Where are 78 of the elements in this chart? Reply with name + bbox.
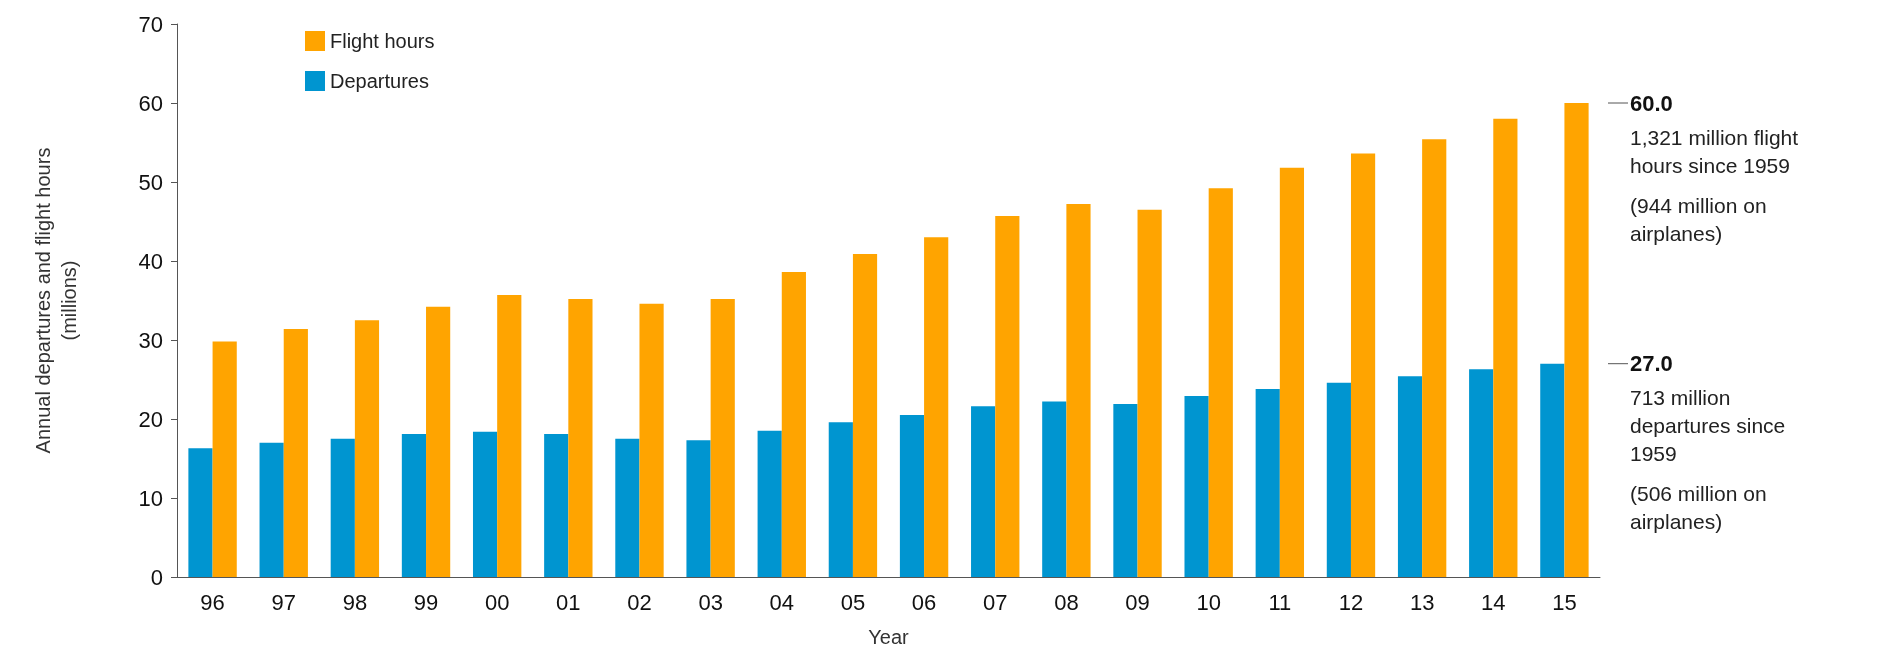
bar — [426, 306, 451, 577]
bar — [1066, 204, 1091, 577]
y-tick-label: 60 — [138, 90, 163, 116]
bar — [401, 434, 427, 577]
y-tick-label: 50 — [138, 169, 163, 195]
bar — [828, 422, 853, 577]
bar — [710, 298, 735, 577]
bar — [971, 406, 996, 577]
x-tick-label: 11 — [1268, 589, 1292, 615]
text: (944 million on airplanes) — [1630, 193, 1767, 245]
bar — [924, 237, 949, 577]
text: (506 million on airplanes) — [1630, 482, 1767, 534]
bar — [1279, 167, 1305, 577]
x-tick-label: 12 — [1338, 589, 1364, 615]
bar — [1255, 388, 1280, 577]
bar — [497, 294, 522, 577]
x-tick-label: 99 — [413, 589, 439, 615]
y-tick-label: 40 — [138, 248, 163, 274]
bar — [686, 440, 711, 577]
x-tick-label: 03 — [698, 589, 723, 615]
x-tick-label: 14 — [1481, 589, 1506, 615]
y-tick-label: 70 — [138, 11, 163, 37]
bar — [1208, 188, 1233, 577]
y-tick-label: 0 — [150, 564, 163, 590]
bar — [639, 303, 664, 577]
x-tick-label: 02 — [627, 589, 652, 615]
x-tick-label: 97 — [271, 589, 296, 615]
bar — [472, 431, 498, 577]
bar — [1113, 403, 1138, 577]
bar — [354, 320, 380, 577]
y-tick-label: 10 — [138, 485, 163, 511]
x-tick-label: 13 — [1409, 589, 1435, 615]
x-tick-label: 06 — [911, 589, 937, 615]
bar — [615, 438, 640, 577]
bar — [1422, 139, 1447, 577]
legend-label: Departures — [330, 70, 429, 92]
y-tick-label: 30 — [138, 327, 163, 353]
bar — [852, 253, 878, 577]
x-tick-label: 08 — [1054, 589, 1079, 615]
x-tick-label: 00 — [484, 589, 510, 615]
text: 713 million departures since 1959 — [1630, 386, 1786, 466]
bar — [781, 272, 806, 577]
x-tick-label: 07 — [982, 589, 1008, 615]
bar — [188, 448, 213, 577]
bar — [568, 298, 593, 577]
bar — [1564, 103, 1589, 577]
x-axis-title: Year — [868, 626, 910, 648]
y-tick-label: 20 — [138, 406, 163, 432]
bar — [544, 434, 569, 577]
annotation: 27.0 — [1630, 351, 1673, 377]
x-tick-label: 96 — [200, 589, 225, 615]
bar — [1137, 209, 1162, 577]
bar — [259, 442, 284, 577]
x-tick-label: 05 — [840, 589, 866, 615]
bar — [330, 438, 355, 577]
bar — [757, 430, 782, 577]
x-tick-label: 15 — [1552, 589, 1577, 615]
bar — [995, 215, 1020, 577]
y-axis-title: Annual departures and flight hours (millions) — [32, 147, 80, 454]
bar — [899, 415, 925, 577]
bar — [1326, 382, 1351, 577]
x-tick-label: 10 — [1196, 589, 1221, 615]
bar — [1469, 369, 1494, 577]
bar — [1184, 396, 1209, 577]
x-tick-label: 01 — [556, 589, 581, 615]
bar — [1493, 118, 1518, 577]
annotation: 60.0 — [1630, 90, 1673, 116]
bar — [283, 328, 308, 577]
bar — [1397, 376, 1423, 577]
bar — [1540, 363, 1565, 577]
bar — [212, 341, 237, 577]
bar — [1042, 401, 1067, 577]
bar — [1350, 153, 1376, 577]
text: 1,321 million flight hours since 1959 — [1630, 125, 1799, 177]
x-tick-label: 04 — [769, 589, 795, 615]
legend-label: Flight hours — [330, 30, 435, 52]
x-tick-label: 09 — [1125, 589, 1150, 615]
x-tick-label: 98 — [342, 589, 368, 615]
